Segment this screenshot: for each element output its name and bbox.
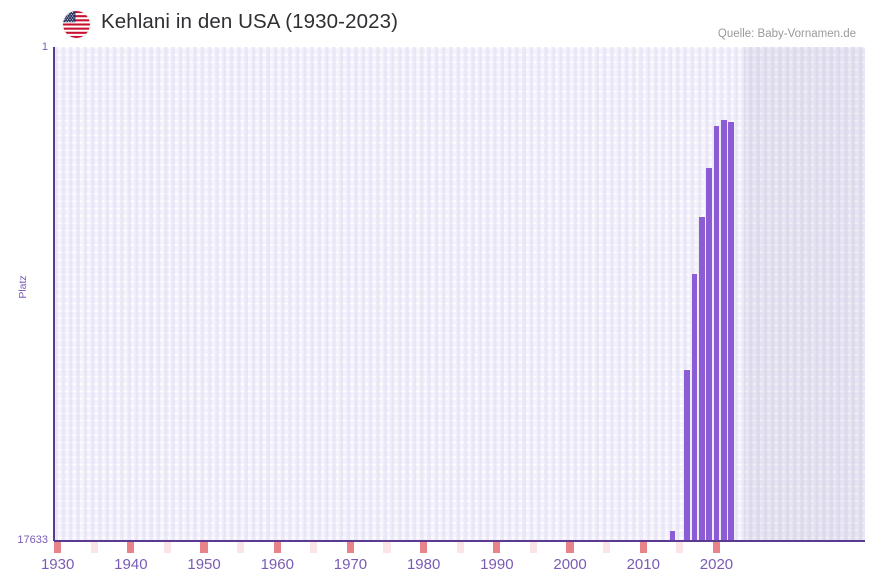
x-axis-tick-mark-1990 xyxy=(493,542,501,553)
chart-plot-area xyxy=(54,47,865,541)
x-axis-tick-mark-2010 xyxy=(639,542,647,553)
x-axis-minor-mark xyxy=(310,542,318,553)
x-axis-tick-mark-1930 xyxy=(54,542,62,553)
x-axis-minor-mark xyxy=(456,542,464,553)
x-axis-tick-label-2000: 2000 xyxy=(553,556,587,573)
x-axis-minor-mark xyxy=(237,542,245,553)
bar-2016[interactable] xyxy=(684,370,691,541)
bar-2018[interactable] xyxy=(699,217,705,541)
x-axis-tick-mark-1940 xyxy=(127,542,135,553)
y-axis-line xyxy=(53,47,55,541)
x-axis-tick-label-2010: 2010 xyxy=(626,556,660,573)
x-axis-line xyxy=(54,540,865,542)
chart-header: Kehlani in den USA (1930-2023) Quelle: B… xyxy=(0,0,873,47)
x-axis-tick-mark-2020 xyxy=(712,542,721,553)
y-axis-title: Platz xyxy=(17,275,29,299)
y-axis-tick-top: 1 xyxy=(41,41,48,53)
x-axis-minor-mark xyxy=(383,542,391,553)
x-axis-tick-mark-1960 xyxy=(273,542,281,553)
x-axis-tick-mark-1970 xyxy=(346,542,355,553)
y-axis-tick-bottom: 17633 xyxy=(17,534,48,546)
x-axis-tick-label-2020: 2020 xyxy=(699,556,734,573)
bar-2021[interactable] xyxy=(721,120,727,541)
x-axis-tick-label-1930: 1930 xyxy=(40,556,75,573)
x-axis-tick-mark-1950 xyxy=(200,542,208,553)
bar-2017[interactable] xyxy=(691,274,698,541)
x-axis-tick-label-1940: 1940 xyxy=(114,556,148,573)
bar-series xyxy=(54,47,865,541)
x-axis-minor-mark xyxy=(163,542,172,553)
source-attribution: Quelle: Baby-Vornamen.de xyxy=(717,28,856,40)
x-axis-tick-label-1960: 1960 xyxy=(260,556,294,573)
x-axis-minor-mark xyxy=(603,542,611,553)
page-title: Kehlani in den USA (1930-2023) xyxy=(101,10,399,33)
bar-2022[interactable] xyxy=(728,122,735,541)
us-flag-icon xyxy=(63,11,90,38)
bar-2019[interactable] xyxy=(706,168,713,541)
x-axis-minor-mark xyxy=(529,542,538,553)
x-axis-minor-mark xyxy=(676,542,684,553)
x-axis-tick-mark-2000 xyxy=(566,542,574,553)
bar-2020[interactable] xyxy=(713,126,720,541)
x-axis-tick-label-1950: 1950 xyxy=(187,556,221,573)
x-axis-minor-mark xyxy=(90,542,98,553)
x-axis-tick-label-1990: 1990 xyxy=(480,556,514,573)
x-axis-ticks: 1930 1940 1950 1960 1970 1980 1990 2000 2010 2020 xyxy=(41,542,865,587)
x-axis-tick-label-1970: 1970 xyxy=(333,556,368,573)
x-axis-tick-mark-1980 xyxy=(420,542,428,553)
bar-2014[interactable] xyxy=(669,531,676,541)
x-axis-tick-label-1980: 1980 xyxy=(406,556,441,573)
